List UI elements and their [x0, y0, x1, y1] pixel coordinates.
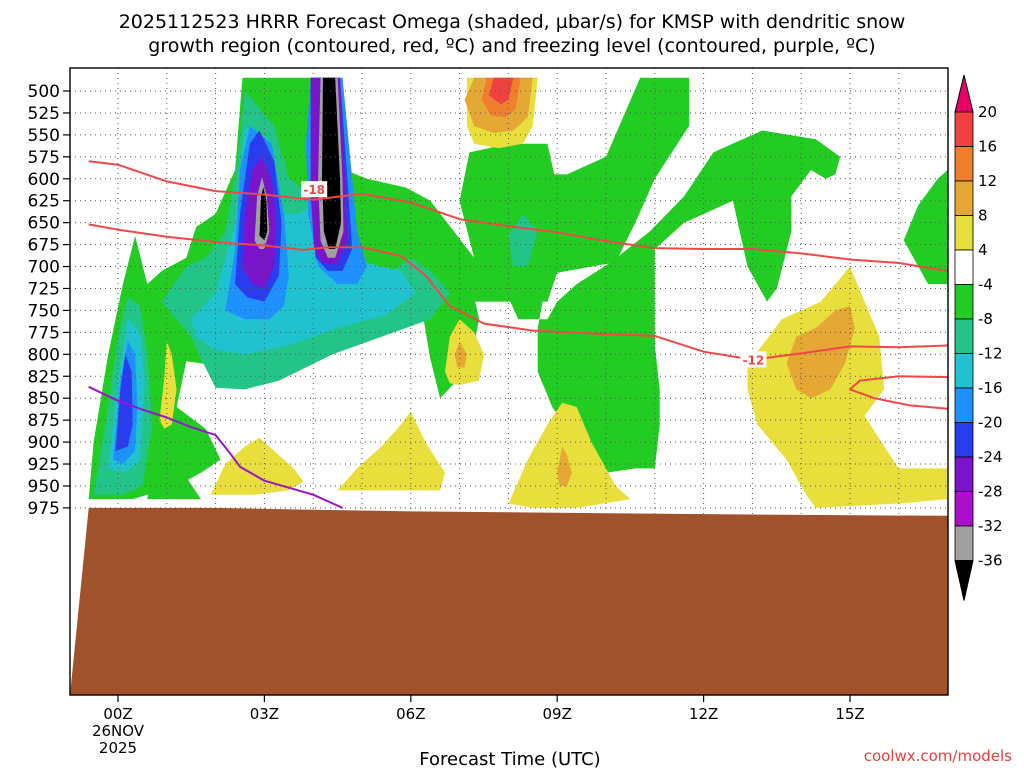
x-sub-year: 2025 — [99, 739, 137, 757]
plot-area: -18 -12 — [70, 68, 948, 695]
y-tick-label-700: 700 — [28, 258, 60, 278]
contour-line-2 — [849, 375, 948, 410]
colorbar-label-12: -32 — [978, 517, 1003, 535]
omega-region-3 — [645, 82, 680, 170]
colorbar-swatch-2 — [954, 146, 974, 182]
colorbar-label-8: -16 — [978, 379, 1003, 397]
y-tick-label-600: 600 — [28, 170, 60, 190]
omega-region-33 — [786, 306, 855, 399]
colorbar-label-7: -12 — [978, 345, 1003, 363]
omega-region-24 — [159, 341, 177, 429]
x-tick-label-03Z: 03Z — [250, 705, 279, 723]
contour-label-bg-1 — [740, 351, 767, 368]
omega-region-22 — [322, 77, 341, 249]
y-tick-label-775: 775 — [28, 323, 60, 343]
y-tick-label-500: 500 — [28, 82, 60, 102]
omega-region-29 — [747, 266, 948, 508]
colorbar-swatch-1 — [954, 111, 974, 147]
omega-region-1 — [147, 420, 201, 500]
omega-region-27 — [337, 411, 445, 491]
y-tick-label-725: 725 — [28, 279, 60, 299]
x-axis-ticks: 00Z 03Z 06Z 09Z 12Z 15Z — [103, 695, 865, 723]
chart-title-line2: growth region (contoured, red, ºC) and f… — [148, 35, 875, 57]
x-tick-label-09Z: 09Z — [543, 705, 572, 723]
colorbar-swatch-9 — [954, 387, 974, 423]
terrain-ground — [70, 507, 948, 695]
y-tick-label-850: 850 — [28, 389, 60, 409]
colorbar-swatch-12 — [954, 491, 974, 527]
colorbar-label-13: -36 — [978, 552, 1003, 570]
x-tick-label-12Z: 12Z — [689, 705, 718, 723]
colorbar-swatch-10 — [954, 422, 974, 458]
colorbar-swatch-7 — [954, 318, 974, 354]
colorbar-label-5: -4 — [978, 276, 993, 294]
y-tick-label-925: 925 — [28, 455, 60, 475]
colorbar-label-6: -8 — [978, 310, 993, 328]
omega-region-4 — [459, 130, 841, 473]
omega-region-26 — [210, 437, 304, 495]
colorbar: 20 16 12 8 4 -4 -8 -12 -16 -20 -24 -28 -32 -36 — [954, 74, 1003, 601]
contour-label-bg-0 — [301, 181, 328, 198]
colorbar-label-4: 4 — [978, 241, 988, 259]
y-tick-label-650: 650 — [28, 214, 60, 234]
colorbar-label-11: -28 — [978, 483, 1003, 501]
y-tick-label-825: 825 — [28, 367, 60, 387]
y-tick-label-900: 900 — [28, 433, 60, 453]
y-tick-label-675: 675 — [28, 236, 60, 256]
y-axis-ticks: 5005255505756006256506757007257507758008… — [28, 82, 70, 519]
x-sub-date: 26NOV — [92, 722, 145, 740]
colorbar-swatch-13 — [954, 525, 974, 561]
y-tick-label-875: 875 — [28, 411, 60, 431]
contour-label-1: -12 — [743, 353, 765, 367]
colorbar-swatch-6 — [954, 284, 974, 320]
x-tick-label-06Z: 06Z — [396, 705, 425, 723]
x-axis-label: Forecast Time (UTC) — [419, 749, 600, 768]
y-tick-label-550: 550 — [28, 126, 60, 146]
y-tick-label-975: 975 — [28, 499, 60, 519]
x-tick-label-15Z: 15Z — [835, 705, 864, 723]
contour-label-0: -18 — [303, 183, 325, 197]
colorbar-swatch-11 — [954, 456, 974, 492]
omega-region-28 — [508, 402, 631, 508]
colorbar-bottom-arrow — [954, 560, 974, 601]
colorbar-label-2: 12 — [978, 172, 997, 190]
colorbar-swatch-4 — [954, 215, 974, 251]
y-tick-label-525: 525 — [28, 104, 60, 124]
y-tick-label-750: 750 — [28, 301, 60, 321]
omega-shading — [88, 77, 948, 508]
colorbar-label-10: -24 — [978, 448, 1003, 466]
chart-title-line1: 2025112523 HRRR Forecast Omega (shaded, … — [119, 11, 906, 33]
colorbar-label-3: 8 — [978, 207, 988, 225]
contour-line-3 — [88, 385, 343, 509]
contour-line-1 — [88, 223, 948, 361]
y-tick-label-625: 625 — [28, 192, 60, 212]
credit-text: coolwx.com/models — [864, 747, 1012, 765]
colorbar-top-arrow — [954, 74, 974, 113]
y-tick-label-575: 575 — [28, 148, 60, 168]
omega-region-32 — [557, 446, 572, 486]
omega-region-35 — [488, 77, 514, 105]
colorbar-label-1: 16 — [978, 138, 997, 156]
colorbar-swatch-8 — [954, 353, 974, 389]
colorbar-swatch-5 — [954, 249, 974, 285]
contour-line-0 — [88, 160, 948, 272]
colorbar-label-0: 20 — [978, 103, 997, 121]
plot-frame — [69, 67, 949, 696]
omega-region-5 — [903, 170, 948, 285]
contour-lines: -18 -12 — [88, 160, 948, 509]
colorbar-swatch-3 — [954, 180, 974, 216]
y-tick-label-800: 800 — [28, 345, 60, 365]
x-tick-label-00Z: 00Z — [103, 705, 132, 723]
y-tick-label-950: 950 — [28, 477, 60, 497]
colorbar-label-9: -20 — [978, 414, 1003, 432]
